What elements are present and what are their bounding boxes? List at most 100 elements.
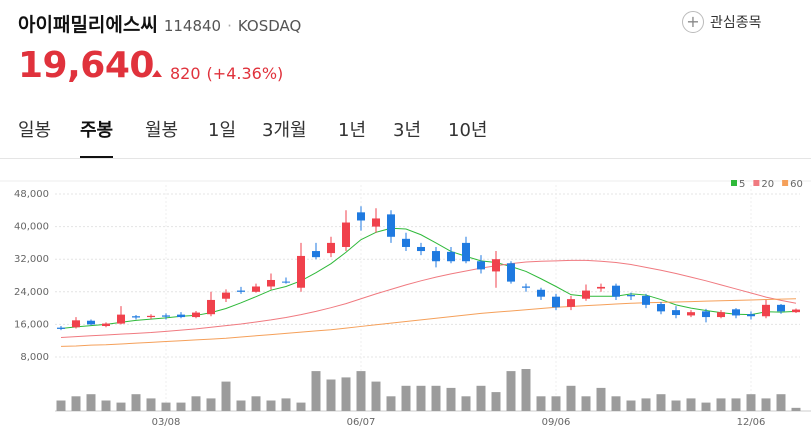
period-tab[interactable]: 월봉 [145, 120, 179, 141]
stock-header: 아이패밀리에스씨 114840 · KOSDAQ [18, 10, 301, 37]
candle-body [177, 314, 185, 318]
y-tick-label: 8,000 [20, 352, 49, 363]
volume-bar [536, 396, 546, 411]
candle-body [672, 310, 680, 316]
volume-bar [641, 398, 651, 411]
period-tab[interactable]: 1년 [338, 120, 367, 141]
volume-bar [791, 407, 801, 411]
candle-body [582, 290, 590, 299]
candle-body [132, 316, 140, 318]
moving-average-line [60, 227, 797, 329]
volume-bar [386, 396, 396, 411]
candle-body [237, 290, 245, 292]
volume-bar [551, 396, 561, 411]
candle-body [687, 312, 695, 316]
candle-body [102, 323, 110, 327]
candle-body [762, 304, 770, 317]
volume-bar [251, 396, 261, 411]
volume-bar [476, 385, 486, 411]
tab-divider [0, 158, 811, 159]
volume-bar [671, 400, 681, 411]
volume-bar [446, 387, 456, 411]
change: 820 (+4.36%) [152, 64, 283, 83]
price: 19,640 [18, 45, 154, 86]
volume-bar [161, 402, 171, 411]
volume-bar [521, 369, 531, 411]
volume-bar [326, 379, 336, 411]
volume-bar [461, 396, 471, 411]
volume-bar [281, 398, 291, 411]
candle-body [192, 312, 200, 318]
volume-bar [686, 398, 696, 411]
period-tab[interactable]: 3년 [393, 120, 422, 141]
candle-body [162, 315, 170, 317]
candle-body [567, 299, 575, 307]
candle-body [732, 309, 740, 316]
volume-bar [116, 402, 126, 411]
candle-body [477, 261, 485, 270]
candle-body [252, 286, 260, 292]
legend-swatch [782, 180, 789, 186]
candle-body [147, 315, 155, 318]
stock-code: 114840 [163, 17, 222, 35]
candle-body [507, 263, 515, 282]
y-tick-label: 40,000 [14, 222, 49, 233]
candle-body [297, 255, 305, 288]
period-tab[interactable]: 일봉 [18, 120, 52, 141]
candle-body [342, 222, 350, 247]
y-tick-label: 32,000 [14, 254, 49, 265]
legend-label: 60 [790, 179, 803, 190]
volume-bar [731, 398, 741, 411]
candle-body [417, 246, 425, 252]
candle-body [222, 292, 230, 299]
candle-body [267, 279, 275, 287]
volume-bar [56, 400, 66, 411]
volume-bar [86, 394, 96, 411]
market: KOSDAQ [237, 17, 302, 35]
candle-body [702, 311, 710, 318]
y-tick-label: 48,000 [14, 189, 49, 200]
volume-bar [761, 398, 771, 411]
volume-bar [701, 402, 711, 411]
legend-swatch [731, 180, 737, 186]
candle-body [792, 309, 800, 313]
separator: · [227, 17, 232, 35]
volume-bar [596, 387, 606, 411]
candle-body [372, 218, 380, 227]
volume-bar [236, 400, 246, 411]
candle-body [552, 296, 560, 308]
volume-bar [581, 396, 591, 411]
volume-bar [341, 377, 351, 411]
candle-body [627, 295, 635, 297]
candle-body [492, 259, 500, 272]
legend-swatch [753, 180, 760, 186]
favorite-button[interactable]: + 관심종목 [682, 11, 762, 33]
moving-average-line [60, 259, 797, 338]
candle-body [447, 251, 455, 262]
y-tick-label: 16,000 [14, 319, 49, 330]
x-tick-label: 12/06 [737, 417, 766, 428]
candle-body [747, 314, 755, 317]
volume-bar [146, 398, 156, 411]
period-tab[interactable]: 1일 [208, 120, 237, 141]
volume-bar [266, 400, 276, 411]
candle-body [207, 299, 215, 315]
volume-bar [311, 371, 321, 411]
candle-body [642, 295, 650, 305]
moving-average-line [60, 298, 797, 347]
candle-body [537, 289, 545, 297]
volume-bar [401, 385, 411, 411]
volume-bar [101, 400, 111, 411]
volume-bar [71, 396, 81, 411]
candle-body [87, 320, 95, 325]
period-tab[interactable]: 10년 [448, 120, 488, 141]
period-tab[interactable]: 주봉 [80, 116, 114, 158]
candle-body [612, 285, 620, 297]
period-tabs: 일봉 주봉 월봉 1일 3개월 1년 3년 10년 [0, 113, 811, 159]
volume-bar [131, 394, 141, 411]
period-tab[interactable]: 3개월 [262, 120, 307, 141]
candle-body [777, 304, 785, 312]
volume-bar [221, 381, 231, 411]
volume-bar [776, 394, 786, 411]
